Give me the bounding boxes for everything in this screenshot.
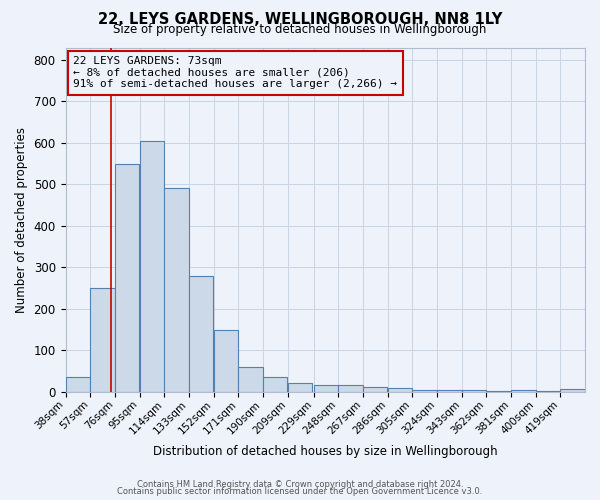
X-axis label: Distribution of detached houses by size in Wellingborough: Distribution of detached houses by size … (153, 444, 497, 458)
Bar (65, 377, 90, 392)
Bar (288, 384, 312, 392)
Bar (363, 386, 388, 392)
Bar (388, 388, 412, 392)
Bar (437, 390, 461, 392)
Text: Contains HM Land Registry data © Crown copyright and database right 2024.: Contains HM Land Registry data © Crown c… (137, 480, 463, 489)
Bar (338, 386, 363, 392)
Bar (560, 389, 585, 392)
Bar (91, 288, 115, 392)
Text: Size of property relative to detached houses in Wellingborough: Size of property relative to detached ho… (113, 22, 487, 36)
Bar (164, 188, 189, 392)
Bar (487, 391, 511, 392)
Text: Contains public sector information licensed under the Open Government Licence v3: Contains public sector information licen… (118, 488, 482, 496)
Bar (263, 377, 287, 392)
Bar (214, 330, 238, 392)
Bar (314, 386, 338, 392)
Bar (412, 390, 437, 392)
Bar (189, 276, 214, 392)
Bar (238, 367, 263, 392)
Y-axis label: Number of detached properties: Number of detached properties (15, 126, 28, 312)
Bar (462, 390, 486, 392)
Bar (511, 390, 536, 392)
Text: 22, LEYS GARDENS, WELLINGBOROUGH, NN8 1LY: 22, LEYS GARDENS, WELLINGBOROUGH, NN8 1L… (98, 12, 502, 28)
Bar (140, 141, 164, 392)
Bar (115, 164, 139, 392)
Text: 22 LEYS GARDENS: 73sqm
← 8% of detached houses are smaller (206)
91% of semi-det: 22 LEYS GARDENS: 73sqm ← 8% of detached … (73, 56, 397, 90)
